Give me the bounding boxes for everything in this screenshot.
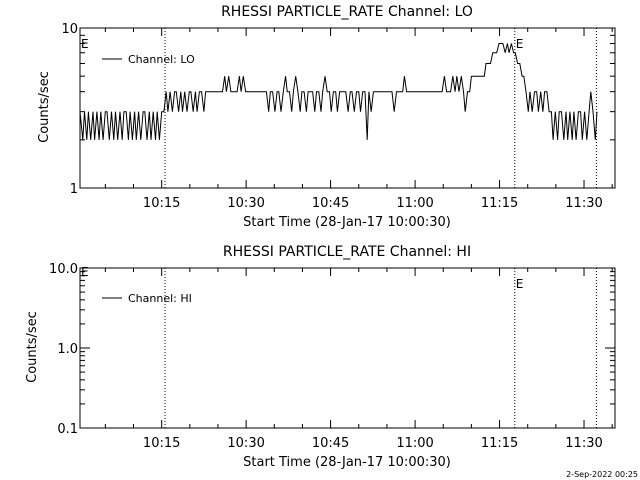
panel-hi-xtick-label: 11:30 (565, 436, 602, 451)
panel-lo-xtick-label: 10:45 (312, 196, 349, 211)
panel-lo-title: RHESSI PARTICLE_RATE Channel: LO (221, 4, 473, 20)
panel-lo-ytick-label: 1 (70, 182, 78, 197)
panel-lo-xtick-label: 11:15 (481, 196, 518, 211)
panel-lo-event-label: E (516, 37, 524, 51)
panel-lo-xlabel: Start Time (28-Jan-17 10:00:30) (243, 215, 451, 230)
panel-hi-title: RHESSI PARTICLE_RATE Channel: HI (223, 244, 471, 260)
panel-hi-legend-text: Channel: HI (128, 292, 192, 305)
panel-hi-xtick-label: 11:00 (396, 436, 433, 451)
panel-lo-legend-text: Channel: LO (128, 53, 195, 66)
panel-hi-event-label: E (516, 277, 524, 291)
panel-lo-series-line (79, 43, 598, 140)
panel-lo-ytick-label: 10 (61, 22, 78, 37)
panel-hi-xtick-label: 10:30 (227, 436, 264, 451)
panel-hi-ytick-label: 0.1 (57, 422, 78, 437)
panel-hi-xtick-label: 11:15 (481, 436, 518, 451)
panel-lo-xtick-label: 11:30 (565, 196, 602, 211)
footer-date: 2-Sep-2022 00:25 (566, 470, 638, 479)
panel-hi-xlabel: Start Time (28-Jan-17 10:00:30) (243, 455, 451, 470)
panel-lo-xtick-label: 10:30 (227, 196, 264, 211)
panel-hi-xtick-label: 10:45 (312, 436, 349, 451)
panel-hi-ylabel: Counts/sec (25, 311, 40, 383)
panel-hi-xtick-label: 10:15 (143, 436, 180, 451)
panel-hi: 10:15 10:30 10:45 11:00 11:15 11:30 0.1 1.0 10.0… (49, 262, 616, 451)
panel-lo-xtick-label: 11:00 (396, 196, 433, 211)
panel-lo: 10:15 10:30 10:45 11:00 11:15 11:30 1 10 E (61, 22, 616, 211)
panel-hi-ytick-label: 10.0 (49, 262, 78, 277)
panel-lo-xtick-label: 10:15 (143, 196, 180, 211)
panel-lo-frame (79, 27, 616, 189)
panel-lo-ylabel: Counts/sec (37, 71, 52, 143)
panel-hi-ytick-label: 1.0 (57, 342, 78, 357)
